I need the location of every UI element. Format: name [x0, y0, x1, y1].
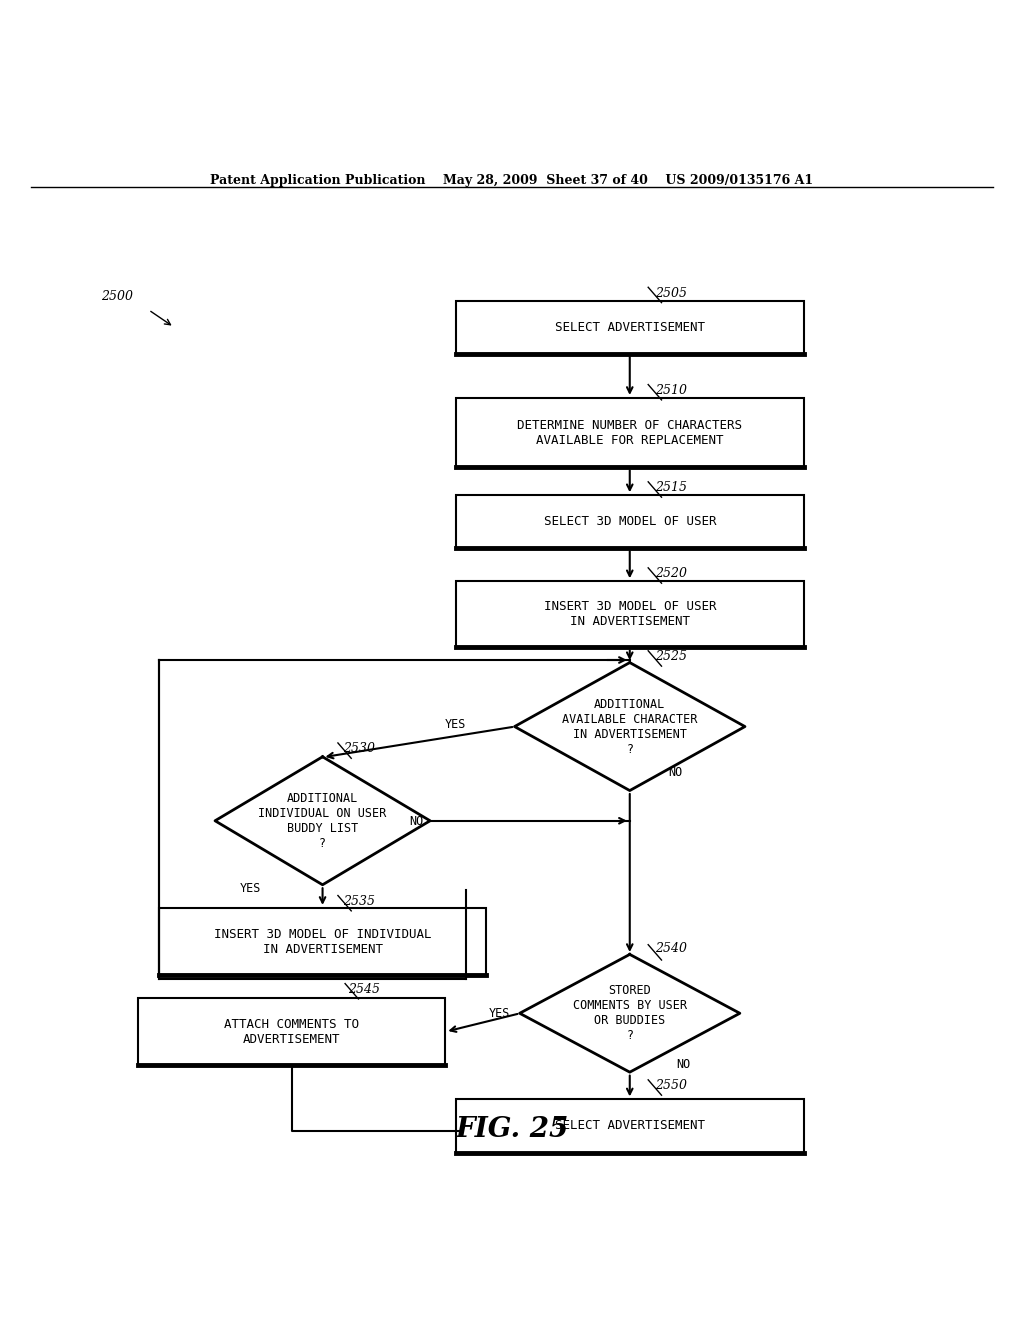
Text: 2550: 2550: [655, 1080, 687, 1092]
Text: ADDITIONAL
AVAILABLE CHARACTER
IN ADVERTISEMENT
?: ADDITIONAL AVAILABLE CHARACTER IN ADVERT…: [562, 697, 697, 755]
Text: 2515: 2515: [655, 480, 687, 494]
Bar: [456, 397, 804, 467]
Text: INSERT 3D MODEL OF INDIVIDUAL
IN ADVERTISEMENT: INSERT 3D MODEL OF INDIVIDUAL IN ADVERTI…: [214, 928, 431, 956]
Text: YES: YES: [241, 882, 261, 895]
Text: FIG. 25: FIG. 25: [456, 1117, 568, 1143]
Bar: [456, 495, 804, 548]
Text: NO: NO: [669, 766, 683, 779]
Text: 2545: 2545: [348, 983, 380, 995]
Text: ATTACH COMMENTS TO
ADVERTISEMENT: ATTACH COMMENTS TO ADVERTISEMENT: [224, 1018, 359, 1045]
Bar: [159, 908, 486, 975]
Bar: [456, 581, 804, 647]
Text: SELECT ADVERTISEMENT: SELECT ADVERTISEMENT: [555, 321, 705, 334]
Text: 2505: 2505: [655, 286, 687, 300]
Text: 2525: 2525: [655, 649, 687, 663]
Bar: [138, 998, 445, 1065]
Text: YES: YES: [445, 718, 466, 731]
Text: SELECT 3D MODEL OF USER: SELECT 3D MODEL OF USER: [544, 515, 716, 528]
Text: 2540: 2540: [655, 942, 687, 954]
Text: INSERT 3D MODEL OF USER
IN ADVERTISEMENT: INSERT 3D MODEL OF USER IN ADVERTISEMENT: [544, 599, 716, 628]
Text: ADDITIONAL
INDIVIDUAL ON USER
BUDDY LIST
?: ADDITIONAL INDIVIDUAL ON USER BUDDY LIST…: [258, 792, 387, 850]
Text: STORED
COMMENTS BY USER
OR BUDDIES
?: STORED COMMENTS BY USER OR BUDDIES ?: [572, 985, 687, 1043]
Text: YES: YES: [488, 1007, 510, 1020]
Text: NO: NO: [676, 1059, 690, 1071]
Text: NO: NO: [410, 816, 424, 828]
Text: Patent Application Publication    May 28, 2009  Sheet 37 of 40    US 2009/013517: Patent Application Publication May 28, 2…: [211, 174, 813, 186]
Text: DETERMINE NUMBER OF CHARACTERS
AVAILABLE FOR REPLACEMENT: DETERMINE NUMBER OF CHARACTERS AVAILABLE…: [517, 418, 742, 446]
Bar: [456, 301, 804, 354]
Text: 2500: 2500: [101, 289, 133, 302]
Text: 2520: 2520: [655, 568, 687, 579]
Text: 2535: 2535: [343, 895, 375, 908]
Bar: [456, 1100, 804, 1152]
Text: 2530: 2530: [343, 742, 375, 755]
Text: SELECT ADVERTISEMENT: SELECT ADVERTISEMENT: [555, 1119, 705, 1133]
Text: 2510: 2510: [655, 384, 687, 397]
